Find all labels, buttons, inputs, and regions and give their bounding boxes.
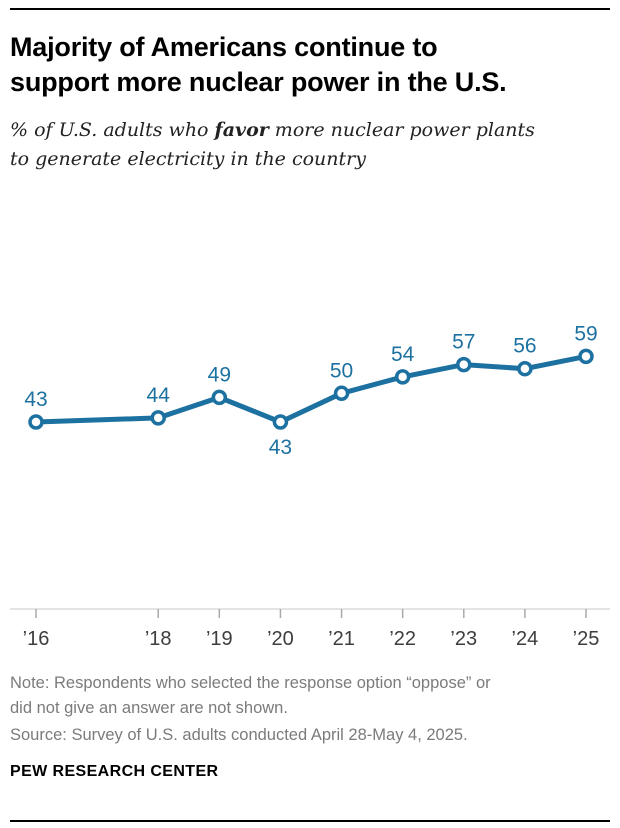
data-point: [456, 357, 472, 373]
value-label: 54: [391, 343, 415, 366]
data-point: [333, 385, 350, 402]
subtitle-prefix: % of U.S. adults who: [10, 119, 215, 142]
x-axis-tick-label: ’24: [512, 628, 539, 650]
line-chart: ’16 ’18 ’19 ’20 ’21 ’22 ’23 ’24 ’25 43 44 49 43 50 54 5…: [10, 323, 610, 650]
value-label: 57: [452, 331, 475, 354]
subtitle-bold-word: favor: [214, 119, 269, 142]
value-label: 43: [269, 436, 292, 459]
title-line-1: Majority of Americans continue to: [10, 32, 438, 62]
brand-footer: PEW RESEARCH CENTER: [10, 763, 219, 781]
data-point: [28, 414, 44, 430]
source-text: Source: Survey of U.S. adults conducted …: [10, 725, 468, 744]
data-point: [517, 361, 533, 377]
data-point: [578, 348, 594, 365]
x-axis-tick-label: ’21: [328, 628, 355, 650]
note-line-2: did not give an answer are not shown.: [10, 698, 288, 717]
data-point: [150, 410, 166, 426]
value-label: 43: [24, 388, 47, 411]
value-label: 50: [330, 359, 353, 382]
bottom-border: [10, 820, 610, 822]
x-axis-tick-label: ’19: [206, 628, 233, 650]
value-label: 44: [147, 384, 171, 407]
x-axis-tick-label: ’16: [23, 628, 50, 650]
value-label: 56: [513, 335, 536, 358]
chart-subtitle: % of U.S. adults who favor more nuclear …: [10, 116, 570, 173]
x-axis-tick-label: ’20: [267, 628, 294, 650]
value-label: 49: [208, 364, 231, 387]
top-border: [10, 8, 610, 10]
note-text: Note: Respondents who selected the respo…: [10, 671, 610, 721]
note-line-1: Note: Respondents who selected the respo…: [10, 674, 491, 693]
x-axis-tick-label: ’23: [450, 628, 477, 650]
x-axis-tick-label: ’22: [389, 628, 416, 650]
subtitle-line-2: to generate electricity in the country: [10, 147, 366, 170]
data-point: [211, 389, 228, 406]
x-axis-tick-label: ’25: [573, 628, 600, 650]
chart-title: Majority of Americans continue to support…: [10, 30, 590, 100]
data-point: [272, 414, 289, 430]
subtitle-line1-rest: more nuclear power plants: [268, 119, 535, 142]
title-line-2: support more nuclear power in the U.S.: [10, 67, 507, 98]
series-line: [33, 354, 589, 425]
value-label: 59: [574, 323, 597, 346]
x-axis-tick-label: ’18: [145, 628, 172, 650]
data-point: [394, 369, 411, 385]
